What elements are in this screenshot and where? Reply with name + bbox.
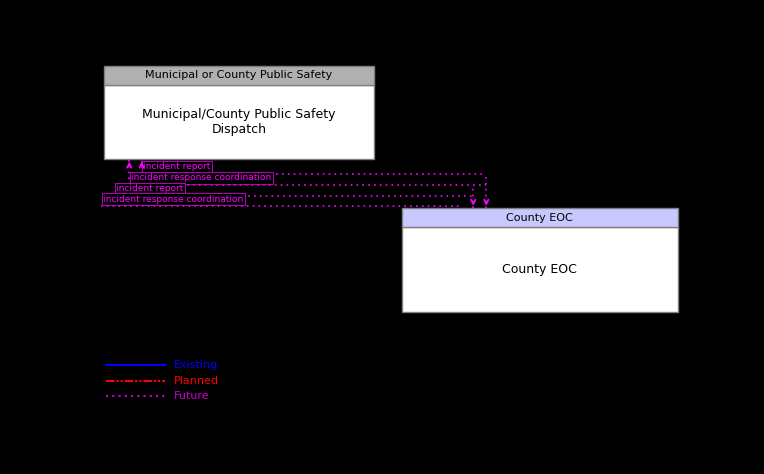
Text: County EOC: County EOC — [507, 213, 573, 223]
Bar — [402, 228, 678, 312]
Text: Planned: Planned — [174, 375, 219, 386]
Text: incident response coordination: incident response coordination — [131, 173, 271, 182]
Text: Future: Future — [174, 391, 210, 401]
Text: Municipal/County Public Safety
Dispatch: Municipal/County Public Safety Dispatch — [142, 108, 336, 136]
Text: Municipal or County Public Safety: Municipal or County Public Safety — [145, 71, 332, 81]
Text: incident report: incident report — [144, 163, 211, 172]
Text: County EOC: County EOC — [503, 264, 578, 276]
Text: incident response coordination: incident response coordination — [103, 195, 244, 204]
Bar — [105, 85, 374, 159]
Text: Existing: Existing — [174, 360, 219, 370]
Bar — [105, 66, 374, 85]
Bar — [402, 209, 678, 228]
Text: incident report: incident report — [116, 184, 183, 193]
